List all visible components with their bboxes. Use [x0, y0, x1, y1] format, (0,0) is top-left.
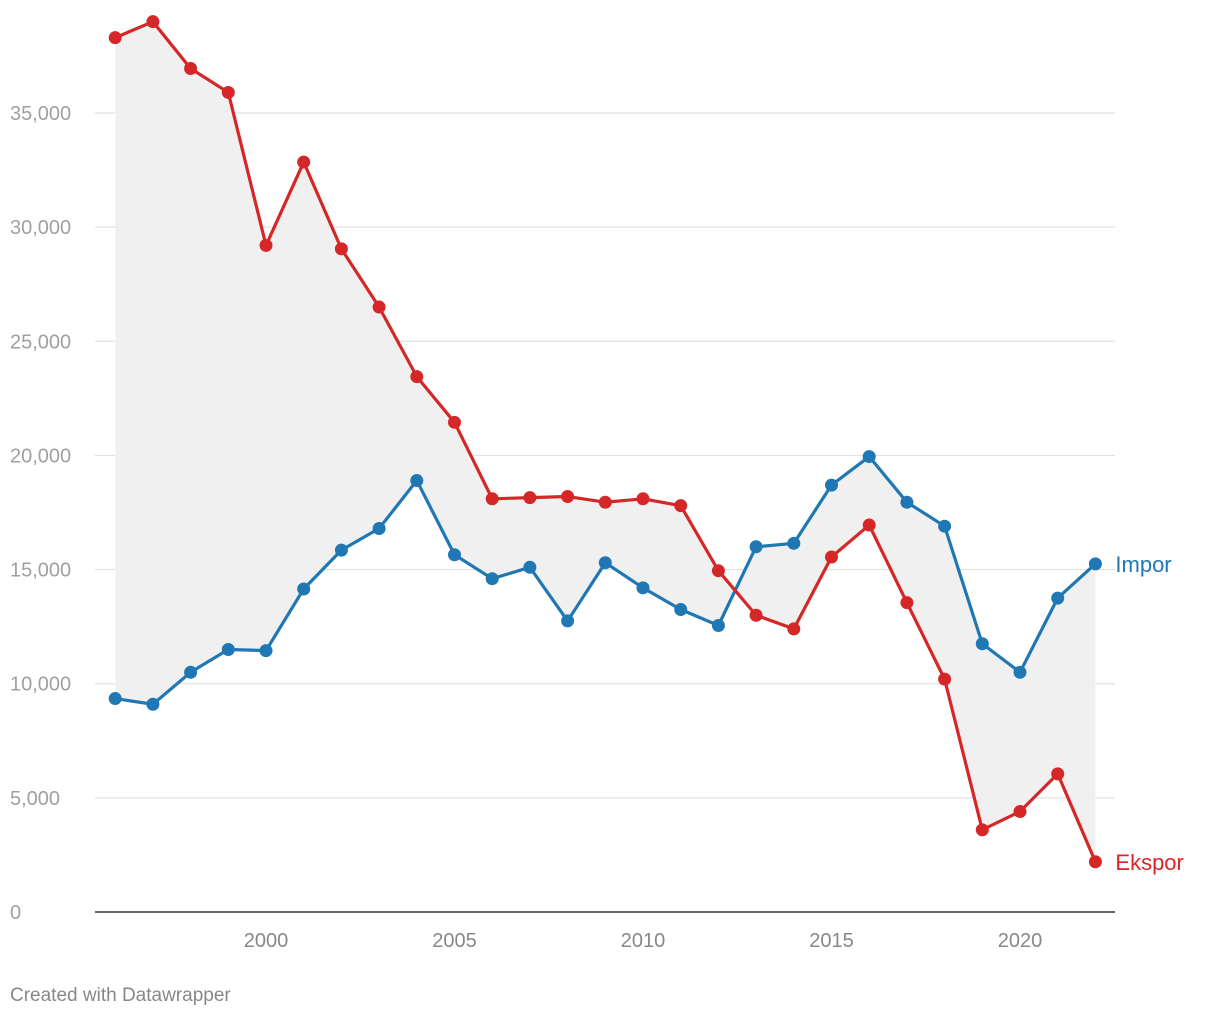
y-tick-label: 15,000 [10, 560, 71, 582]
data-point [485, 492, 499, 506]
data-point [975, 637, 989, 651]
data-point [862, 450, 876, 464]
y-tick-label: 10,000 [10, 674, 71, 696]
data-point [146, 15, 160, 29]
data-point [787, 536, 801, 550]
data-point [900, 495, 914, 509]
data-point [938, 672, 952, 686]
data-point [1051, 767, 1065, 781]
y-tick-label: 25,000 [10, 331, 71, 353]
data-point [598, 556, 612, 570]
data-point [1013, 805, 1027, 819]
data-point [749, 608, 763, 622]
data-point [334, 543, 348, 557]
data-point [108, 31, 122, 45]
data-point [448, 548, 461, 562]
data-point [259, 644, 273, 658]
series-labels: Impor Ekspor [1115, 552, 1183, 875]
y-axis-ticks: 0 5,000 10,000 15,000 20,000 25,000 30,000 35,0… [10, 103, 71, 924]
credit-footer: Created with Datawrapper [10, 985, 231, 1006]
data-point [674, 499, 688, 513]
data-point [184, 665, 198, 679]
data-point [485, 572, 499, 586]
data-point [711, 564, 725, 578]
series-impor [108, 450, 1102, 711]
data-point [674, 603, 688, 617]
y-tick-label: 30,000 [10, 217, 71, 239]
data-point [636, 581, 650, 595]
data-point [825, 478, 838, 492]
data-point [372, 521, 386, 535]
data-point [900, 596, 914, 610]
data-point [636, 492, 650, 506]
y-tick-label: 5,000 [10, 788, 60, 810]
data-point [711, 619, 725, 633]
series-group [108, 15, 1102, 869]
data-point [448, 415, 461, 429]
gap-area [115, 21, 1096, 862]
y-tick-label: 20,000 [10, 445, 71, 467]
data-point [561, 490, 575, 504]
data-point [1088, 855, 1102, 869]
data-point [975, 823, 989, 837]
x-tick-label: 2000 [244, 930, 289, 952]
data-point [259, 238, 273, 252]
data-point [825, 550, 838, 564]
x-tick-label: 2015 [809, 930, 854, 952]
data-point [561, 614, 575, 628]
data-point [184, 61, 198, 75]
data-point [749, 540, 763, 554]
series-label-impor: Impor [1115, 552, 1171, 577]
data-point [146, 697, 160, 711]
x-axis-ticks: 2000 2005 2010 2015 2020 [244, 930, 1043, 952]
data-point [221, 642, 235, 656]
data-point [1013, 665, 1027, 679]
series-label-ekspor: Ekspor [1115, 850, 1183, 875]
x-tick-label: 2010 [621, 930, 666, 952]
data-point [1088, 557, 1102, 571]
x-tick-label: 2005 [432, 930, 477, 952]
series-ekspor [108, 15, 1102, 869]
x-tick-label: 2020 [998, 930, 1043, 952]
data-point [221, 85, 235, 99]
data-point [787, 622, 801, 636]
data-point [523, 560, 537, 574]
data-point [862, 518, 876, 532]
data-point [598, 495, 612, 509]
data-point [297, 582, 311, 596]
y-tick-label: 35,000 [10, 103, 71, 125]
data-point [1051, 591, 1065, 605]
data-point [108, 692, 122, 706]
data-point [334, 242, 348, 256]
data-point [410, 474, 424, 488]
data-point [297, 155, 311, 169]
data-point [523, 491, 537, 505]
data-point [938, 519, 952, 533]
data-point [372, 300, 386, 314]
data-point [410, 370, 424, 384]
y-tick-label: 0 [10, 902, 21, 924]
